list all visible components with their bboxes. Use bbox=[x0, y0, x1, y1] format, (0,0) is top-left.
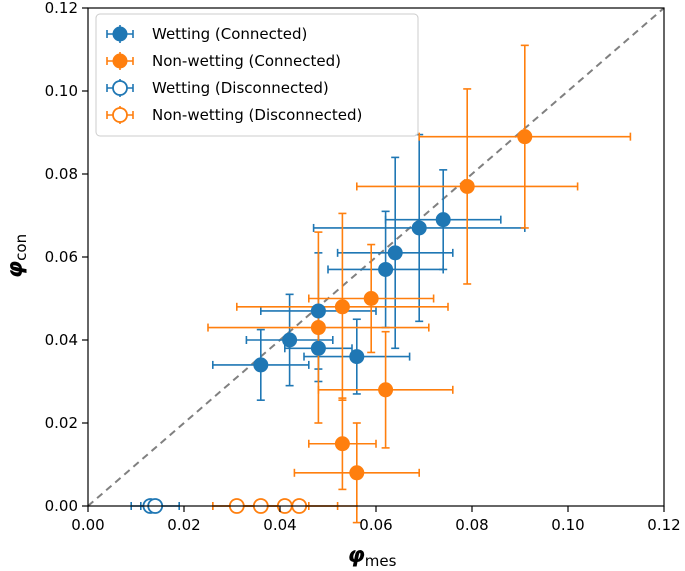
legend: Wetting (Connected) Non-wetting (Connecte… bbox=[95, 13, 419, 137]
legend-box bbox=[95, 13, 419, 137]
legend-entry: Non-wetting (Connected) bbox=[106, 52, 341, 70]
point-wetting-connected-5 bbox=[378, 261, 394, 277]
legend-label: Non-wetting (Disconnected) bbox=[152, 106, 362, 124]
y-axis-label-symbol: φ bbox=[3, 261, 28, 278]
reference-layer bbox=[87, 7, 665, 507]
point-non-wetting-connected-3 bbox=[310, 320, 326, 336]
legend-marker bbox=[112, 53, 128, 69]
y-axis-label: φcon bbox=[3, 234, 30, 278]
point-wetting-connected-4 bbox=[349, 349, 365, 365]
point-non-wetting-connected-4 bbox=[334, 299, 350, 315]
point-non-wetting-connected-5 bbox=[363, 291, 379, 306]
legend-label: Non-wetting (Connected) bbox=[152, 52, 341, 70]
reference-line-y-equals-x bbox=[87, 7, 665, 507]
point-wetting-connected-8 bbox=[435, 212, 451, 228]
y-tick-label: 0.00 bbox=[45, 497, 78, 515]
point-wetting-connected-7 bbox=[411, 220, 427, 236]
x-tick-label: 0.04 bbox=[263, 516, 296, 534]
point-non-wetting-connected-6 bbox=[459, 178, 475, 194]
y-tick-label: 0.08 bbox=[45, 165, 78, 183]
x-tick-label: 0.00 bbox=[71, 516, 104, 534]
legend-marker bbox=[112, 26, 128, 42]
legend-label: Wetting (Disconnected) bbox=[152, 79, 329, 97]
legend-entry: Non-wetting (Disconnected) bbox=[106, 106, 362, 124]
x-axis-label: φmes bbox=[348, 543, 397, 570]
point-wetting-connected-0 bbox=[253, 357, 269, 373]
x-axis-label-symbol: φ bbox=[348, 543, 365, 568]
point-wetting-connected-6 bbox=[387, 245, 403, 261]
y-tick-label: 0.02 bbox=[45, 414, 78, 432]
x-axis-label-subscript: mes bbox=[365, 552, 397, 570]
marker-layer bbox=[142, 129, 533, 514]
x-tick-label: 0.02 bbox=[167, 516, 200, 534]
legend-label: Wetting (Connected) bbox=[152, 25, 307, 43]
point-wetting-connected-2 bbox=[310, 340, 326, 356]
y-tick-label: 0.12 bbox=[45, 0, 78, 17]
point-wetting-connected-1 bbox=[282, 332, 298, 348]
x-tick-label: 0.08 bbox=[455, 516, 488, 534]
axes-layer: 0.00 0.02 0.04 0.06 0.08 0.10 0.12 0.00 0.02 0.04… bbox=[45, 0, 681, 534]
y-tick-label: 0.06 bbox=[45, 248, 78, 266]
x-tick-label: 0.12 bbox=[647, 516, 680, 534]
legend-entry: Wetting (Disconnected) bbox=[106, 79, 329, 97]
legend-entry: Wetting (Connected) bbox=[106, 25, 307, 43]
point-non-wetting-connected-0 bbox=[334, 436, 350, 452]
legend-marker bbox=[112, 107, 128, 123]
point-wetting-connected-3 bbox=[310, 303, 326, 319]
y-tick-label: 0.04 bbox=[45, 331, 78, 349]
x-tick-label: 0.10 bbox=[551, 516, 584, 534]
x-tick-label: 0.06 bbox=[359, 516, 392, 534]
y-tick-label: 0.10 bbox=[45, 82, 78, 100]
y-axis-label-subscript: con bbox=[12, 234, 30, 261]
point-non-wetting-connected-2 bbox=[378, 382, 394, 398]
point-non-wetting-connected-7 bbox=[517, 129, 533, 145]
point-non-wetting-connected-1 bbox=[349, 465, 365, 481]
legend-marker bbox=[112, 80, 128, 96]
